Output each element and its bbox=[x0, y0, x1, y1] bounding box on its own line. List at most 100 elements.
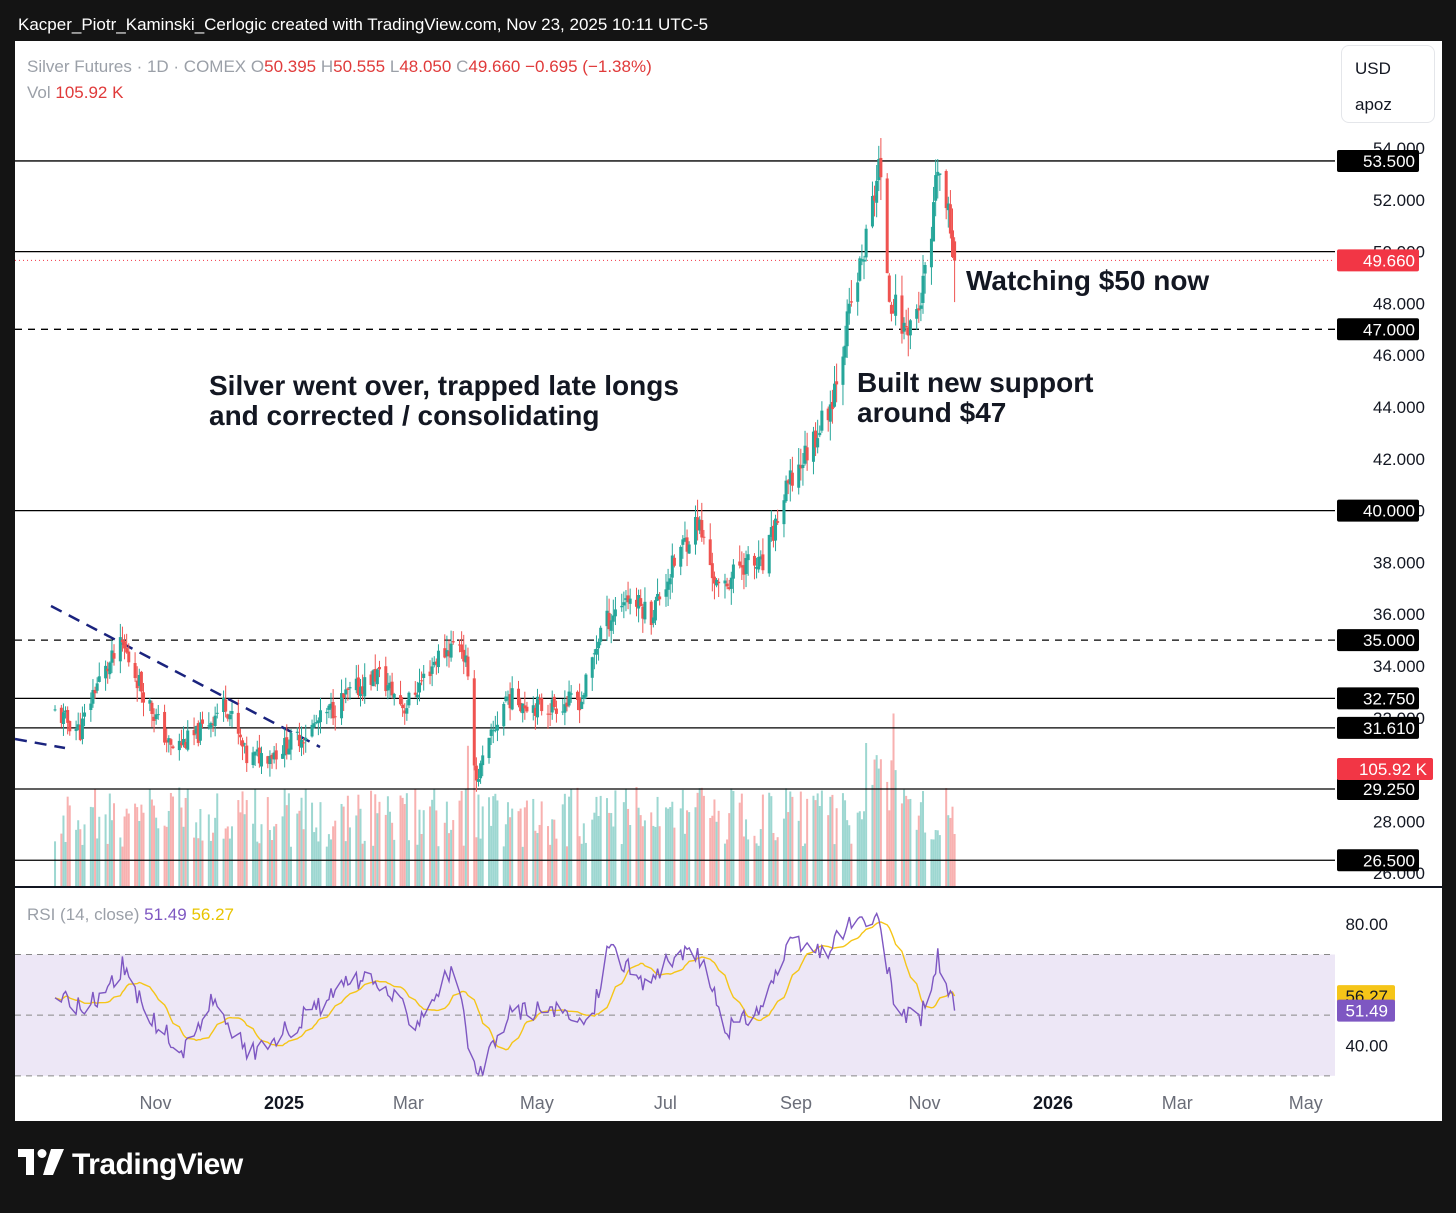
candle-body bbox=[546, 713, 550, 715]
volume-bar bbox=[608, 812, 611, 887]
volume-bar bbox=[534, 830, 537, 887]
volume-bar bbox=[283, 789, 286, 887]
volume-bar bbox=[525, 800, 528, 887]
volume-bar bbox=[110, 820, 113, 887]
currency-unit-selector[interactable]: USD apoz bbox=[1341, 45, 1435, 123]
candle-body bbox=[917, 308, 921, 311]
volume-bar bbox=[551, 819, 554, 887]
chart-panel[interactable]: 26.00028.00030.00032.00034.00036.00038.0… bbox=[15, 41, 1442, 1121]
candle-body bbox=[769, 527, 773, 537]
level-tag-label: 40.000 bbox=[1363, 502, 1415, 521]
volume-bar bbox=[650, 812, 653, 887]
volume-bar bbox=[932, 839, 935, 887]
candle-body bbox=[715, 579, 719, 586]
candle-body bbox=[622, 602, 626, 606]
unit-label[interactable]: apoz bbox=[1355, 95, 1392, 114]
candle-body bbox=[550, 699, 554, 713]
candle-body bbox=[915, 309, 919, 319]
volume-bar bbox=[475, 837, 478, 887]
level-tag bbox=[1337, 629, 1419, 652]
volume-bar bbox=[637, 807, 640, 887]
volume-value: 105.92 K bbox=[55, 83, 124, 102]
rsi-ma-value: 56.27 bbox=[191, 905, 234, 924]
volume-bar bbox=[635, 787, 638, 887]
volume-bar bbox=[75, 829, 78, 887]
candle-body bbox=[590, 657, 594, 678]
candle-body bbox=[434, 661, 438, 665]
candle-body bbox=[531, 705, 535, 713]
currency-label[interactable]: USD bbox=[1355, 59, 1391, 78]
candle-body bbox=[148, 700, 152, 704]
candle-body bbox=[253, 751, 257, 756]
volume-bar bbox=[787, 812, 790, 887]
candle-body bbox=[377, 666, 381, 670]
volume-bar bbox=[538, 824, 541, 887]
volume-bar bbox=[547, 826, 550, 887]
volume-bar bbox=[239, 812, 242, 887]
tradingview-logo[interactable]: TradingView bbox=[18, 1148, 243, 1183]
volume-bar bbox=[403, 804, 406, 887]
price-axis-tick: 34.000 bbox=[1373, 657, 1425, 676]
candle-body bbox=[727, 587, 731, 590]
volume-bar bbox=[79, 829, 82, 887]
candle-body bbox=[921, 275, 925, 303]
volume-bar bbox=[54, 841, 57, 887]
volume-bar bbox=[477, 794, 480, 887]
candle-body bbox=[329, 703, 333, 709]
volume-bar bbox=[728, 813, 731, 887]
candle-body bbox=[150, 702, 154, 715]
candle-body bbox=[340, 693, 344, 719]
volume-bar bbox=[83, 824, 86, 887]
volume-bar bbox=[844, 800, 847, 887]
volume-bar bbox=[907, 799, 910, 887]
volume-bar bbox=[393, 839, 396, 887]
candle-body bbox=[495, 724, 499, 731]
volume-bar bbox=[357, 794, 360, 887]
candle-body bbox=[356, 677, 360, 696]
volume-bar bbox=[679, 808, 682, 887]
candle-body bbox=[620, 605, 624, 608]
rsi-axis-tick: 80.00 bbox=[1345, 915, 1388, 934]
candle-body bbox=[687, 544, 691, 554]
symbol-name[interactable]: Silver Futures · 1D · COMEX bbox=[27, 57, 247, 76]
candle-body bbox=[123, 641, 127, 649]
volume-bar bbox=[228, 838, 231, 887]
volume-bar bbox=[157, 828, 160, 887]
candle-body bbox=[506, 696, 510, 700]
volume-bar bbox=[871, 784, 874, 887]
candle-body bbox=[814, 430, 818, 448]
volume-bar bbox=[462, 845, 465, 887]
candle-body bbox=[89, 703, 93, 710]
volume-bar bbox=[785, 788, 788, 887]
candle-body bbox=[597, 641, 601, 649]
volume-bar bbox=[517, 811, 520, 887]
volume-bar bbox=[584, 842, 587, 887]
volume-bar bbox=[296, 813, 299, 887]
time-axis-tick: May bbox=[1289, 1093, 1323, 1113]
volume-bar bbox=[799, 791, 802, 887]
rsi-label[interactable]: RSI (14, close) bbox=[27, 905, 140, 924]
level-tag-label: 29.250 bbox=[1363, 780, 1415, 799]
volume-bar bbox=[951, 806, 954, 887]
volume-bar bbox=[340, 803, 343, 887]
tradingview-logo-icon bbox=[18, 1149, 64, 1183]
volume-bar bbox=[770, 796, 773, 887]
volume-bar bbox=[315, 827, 318, 887]
volume-bar bbox=[431, 799, 434, 887]
volume-bar bbox=[936, 830, 939, 887]
level-tag-label: 35.000 bbox=[1363, 631, 1415, 650]
candle-body bbox=[325, 711, 329, 714]
candle-body bbox=[816, 438, 820, 448]
candle-body bbox=[104, 665, 108, 679]
candle-body bbox=[80, 718, 84, 740]
volume-label[interactable]: Vol bbox=[27, 83, 51, 102]
level-tag bbox=[1337, 778, 1419, 801]
candle-body bbox=[447, 651, 451, 657]
chart-svg[interactable]: 26.00028.00030.00032.00034.00036.00038.0… bbox=[15, 41, 1442, 1121]
volume-bar bbox=[892, 713, 895, 887]
annotation-support-line2: around $47 bbox=[857, 397, 1007, 428]
candle-body bbox=[316, 720, 320, 724]
candle-body bbox=[698, 519, 702, 531]
candle-body bbox=[594, 648, 598, 655]
candle-body bbox=[97, 676, 101, 682]
